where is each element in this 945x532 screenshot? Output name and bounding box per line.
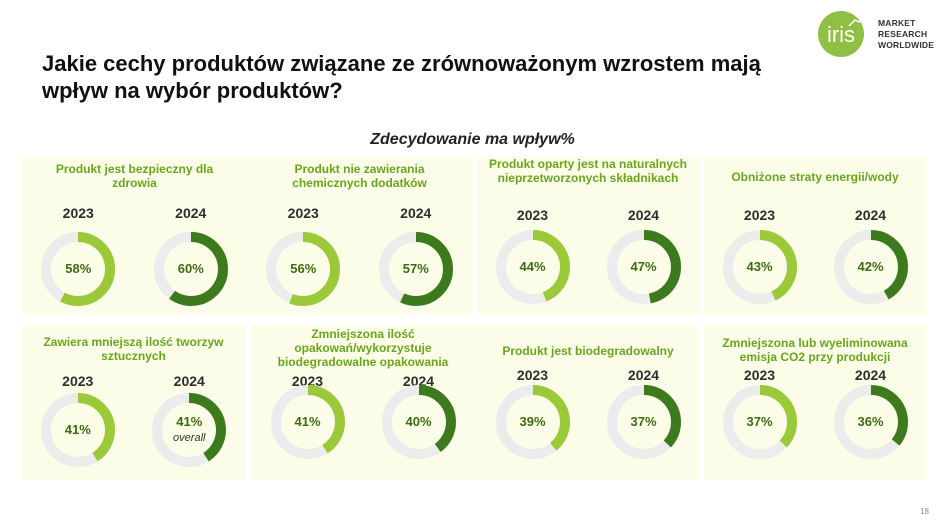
value-label: 40% [405, 414, 432, 429]
donut-arc-2023 [40, 393, 115, 467]
card-5: Zawiera mniejszą ilość tworzyw sztucznyc… [22, 325, 245, 483]
card-title: Produkt jest biodegradowalny [502, 344, 674, 358]
value-label: 44% [519, 259, 546, 274]
year-label-2023: 2023 [743, 367, 776, 383]
value-label: 56% [290, 261, 317, 276]
iris-logo-icon: iris [818, 11, 866, 57]
donut-2023 [266, 232, 341, 306]
donut-arc-2023 [270, 385, 345, 459]
donut-arc-2024 [381, 385, 456, 459]
value-label: 57% [402, 261, 429, 276]
year-label-2023: 2023 [62, 373, 94, 389]
donut-arc-2024 [833, 385, 908, 459]
donut-arc-2023 [722, 385, 797, 459]
card-title: Produkt nie zawierania chemicznych dodat… [292, 162, 427, 190]
value-label: 41% [176, 414, 203, 429]
donut-2024 [833, 385, 908, 459]
donut-arc-2024 [833, 230, 908, 304]
value-label: 42% [857, 259, 884, 274]
panel-bottom-4 [704, 325, 926, 480]
card-4: Obniżone straty energii/wody 2023 43% 2024 4… [704, 157, 926, 315]
card-title: Produkt jest bezpieczny dla zdrowia [55, 162, 214, 190]
card-3: Produkt oparty jest na naturalnych niepr… [477, 157, 699, 315]
year-label-2023: 2023 [516, 207, 549, 223]
year-label-2024: 2024 [175, 205, 207, 221]
value-label: 39% [519, 414, 546, 429]
value-label: 41% [294, 414, 321, 429]
card-title: Zawiera mniejszą ilość tworzyw sztucznyc… [43, 335, 224, 363]
year-label-2024: 2024 [402, 373, 435, 389]
donut-2023 [270, 385, 345, 459]
year-label-2024: 2024 [627, 207, 660, 223]
year-label-2024: 2024 [854, 367, 887, 383]
year-label-2023: 2023 [743, 207, 776, 223]
card-title: Obniżone straty energii/wody [731, 170, 899, 184]
value-label: 37% [630, 414, 657, 429]
donut-2023 [40, 393, 115, 467]
donut-2024 [153, 232, 228, 306]
card-title: Produkt oparty jest na naturalnych niepr… [488, 157, 688, 185]
donut-arc-2024 [152, 393, 227, 467]
donut-2023 [495, 230, 570, 304]
donut-2024 [606, 230, 681, 304]
donut-2024 [833, 230, 908, 304]
donut-2024 [381, 385, 456, 459]
card-7: Produkt jest biodegradowalny 2023 39% 2024 3… [477, 325, 699, 483]
card-6: Zmniejszona ilość opakowań/wykorzystuje … [252, 325, 474, 483]
donut-2024 [378, 232, 453, 306]
donut-arc-2023 [495, 385, 570, 459]
card-2: Produkt nie zawierania chemicznych dodat… [247, 157, 472, 315]
donut-arc-2023 [266, 232, 341, 306]
donut-2023 [722, 230, 797, 304]
donut-2024 [152, 393, 227, 467]
year-label-2024: 2024 [400, 205, 432, 221]
value-label: 43% [746, 259, 773, 274]
year-label-2024: 2024 [173, 373, 205, 389]
logo-line-2: RESEARCH [878, 29, 928, 39]
donut-2023 [722, 385, 797, 459]
value-note: overall [173, 432, 206, 444]
logo-line-3: WORLDWIDE [878, 40, 935, 50]
logo-line-1: MARKET [878, 18, 916, 28]
iris-logo: iris [815, 8, 940, 60]
value-label: 58% [65, 261, 92, 276]
value-label: 47% [630, 259, 657, 274]
chart-subtitle: Zdecydowanie ma wpływ% [370, 131, 575, 148]
card-title: Zmniejszona ilość opakowań/wykorzystuje … [277, 327, 449, 369]
page-number: 18 [920, 507, 929, 516]
donut-arc-2024 [378, 232, 453, 306]
donut-arc-2023 [495, 230, 570, 304]
page-title: Jakie cechy produktów związane ze zrówno… [42, 51, 761, 103]
card-title: Zmniejszona lub wyeliminowana emisja CO2… [722, 336, 908, 364]
card-1: Produkt jest bezpieczny dla zdrowia 2023 5… [22, 157, 247, 315]
value-label: 37% [746, 414, 773, 429]
value-label: 41% [64, 422, 91, 437]
donut-2023 [495, 385, 570, 459]
logo-text: MARKET RESEARCH WORLDWIDE [878, 18, 934, 51]
donut-arc-2024 [153, 232, 228, 306]
year-label-2023: 2023 [516, 367, 549, 383]
card-8: Zmniejszona lub wyeliminowana emisja CO2… [704, 325, 926, 483]
value-label: 60% [177, 261, 204, 276]
year-label-2023: 2023 [62, 205, 94, 221]
donut-2024 [606, 385, 681, 459]
donut-arc-2023 [41, 232, 116, 306]
year-label-2023: 2023 [287, 205, 319, 221]
year-label-2023: 2023 [291, 373, 324, 389]
year-label-2024: 2024 [627, 367, 660, 383]
year-label-2024: 2024 [854, 207, 887, 223]
value-label: 36% [857, 414, 884, 429]
logo-mark: iris [827, 22, 855, 47]
donut-arc-2023 [722, 230, 797, 304]
donut-arc-2024 [606, 385, 681, 459]
donut-arc-2024 [606, 230, 681, 304]
donut-2023 [41, 232, 116, 306]
